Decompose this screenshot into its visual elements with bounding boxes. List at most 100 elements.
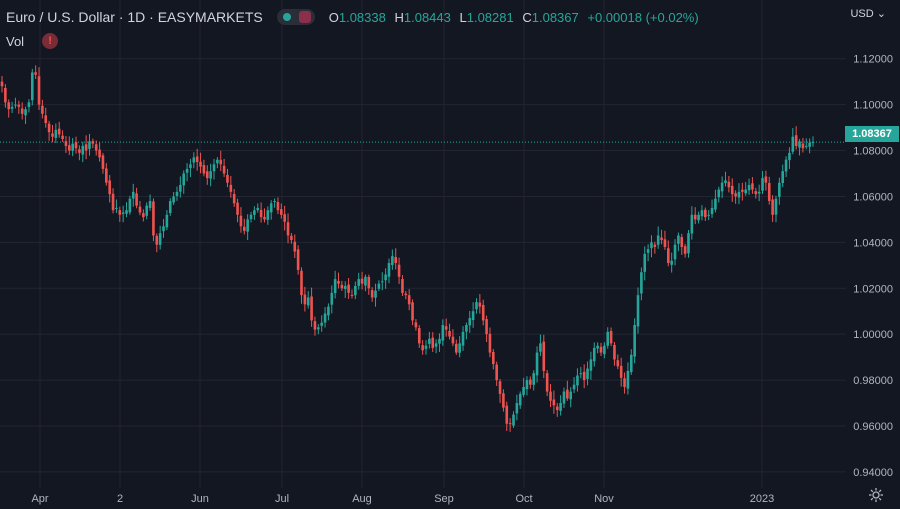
candle <box>34 65 37 79</box>
open-value: 1.08338 <box>338 9 386 25</box>
candle-body <box>741 189 744 192</box>
close-value: 1.08367 <box>531 9 579 25</box>
price-tick-label: 1.02000 <box>853 283 893 295</box>
candle <box>586 361 589 386</box>
price-axis[interactable]: 1.12000 1.10000 1.08000 1.06000 1.04000 1.020… <box>853 54 893 479</box>
candle-body <box>290 235 293 241</box>
candle-body <box>606 331 610 346</box>
candle <box>599 342 603 356</box>
candle-body <box>88 141 91 149</box>
candle-body <box>14 104 17 106</box>
candle-body <box>737 191 741 198</box>
warning-icon[interactable]: ! <box>42 33 59 49</box>
candle <box>747 178 751 195</box>
currency-selector[interactable]: USD ⌄ <box>850 7 886 20</box>
eye-icon[interactable] <box>298 11 311 23</box>
candle <box>121 205 125 223</box>
candle-body <box>704 209 707 218</box>
high-value: 1.08443 <box>403 9 451 25</box>
volume-legend[interactable]: Vol ! <box>6 33 59 49</box>
candle <box>505 401 509 431</box>
candle <box>276 197 280 215</box>
candle-body <box>778 182 781 197</box>
close-key: C <box>522 9 532 25</box>
candle <box>360 271 364 290</box>
candle <box>640 267 643 301</box>
candle-body <box>488 333 492 353</box>
candle-body <box>626 370 630 389</box>
candle <box>192 152 196 169</box>
candle <box>246 214 249 241</box>
candle <box>54 123 58 144</box>
candle <box>158 225 162 250</box>
visibility-toggle[interactable] <box>276 9 315 25</box>
candle <box>236 198 239 223</box>
candle-body <box>364 276 367 286</box>
candle <box>20 102 24 120</box>
candle <box>397 257 401 284</box>
candle-body <box>599 346 603 353</box>
candle-body <box>105 168 108 183</box>
candle-body <box>596 345 599 349</box>
gear-icon[interactable] <box>868 487 884 503</box>
candle <box>569 387 573 408</box>
candle <box>481 299 485 326</box>
candle <box>387 258 391 284</box>
candle <box>296 245 300 275</box>
time-tick-label: Aug <box>352 493 372 505</box>
candle <box>377 280 381 292</box>
price-tick-label: 1.04000 <box>853 237 893 249</box>
candle-body <box>155 235 159 245</box>
candle-body <box>323 313 327 323</box>
candle-body <box>609 331 613 344</box>
candle <box>323 307 327 328</box>
symbol-title[interactable]: Euro / U.S. Dollar · 1D · EASYMARKETS <box>6 9 263 25</box>
candle-body <box>337 280 340 284</box>
candle-body <box>552 399 556 406</box>
candle-body <box>454 343 458 353</box>
candle-body <box>784 159 788 172</box>
candle-body <box>562 391 566 404</box>
candle <box>404 290 408 300</box>
candle-body <box>529 379 532 385</box>
time-axis[interactable]: Apr 2 Jun Jul Aug Sep Oct Nov 2023 <box>31 493 774 505</box>
candle <box>333 270 337 299</box>
candle-body <box>327 306 330 316</box>
candles <box>0 65 815 432</box>
candle-body <box>804 145 808 147</box>
candle <box>343 281 347 298</box>
candle <box>370 287 374 302</box>
candle <box>636 287 640 334</box>
candle <box>542 334 546 379</box>
candle-body <box>680 237 684 247</box>
candle-body <box>532 373 535 385</box>
candle <box>431 332 435 352</box>
candle-body <box>374 290 377 298</box>
candle-body <box>333 279 337 294</box>
time-tick-label: Jul <box>275 493 289 505</box>
candle-body <box>47 123 51 133</box>
candle <box>340 280 344 291</box>
candle-body <box>216 159 219 164</box>
candle-body <box>232 193 236 204</box>
candle-body <box>131 191 135 199</box>
candle-body <box>118 210 122 215</box>
candle <box>219 150 223 172</box>
candle-body <box>673 244 677 260</box>
candle <box>394 248 398 270</box>
candle-body <box>54 129 58 138</box>
candle-body <box>451 336 455 344</box>
candle <box>522 377 525 398</box>
candle <box>380 272 384 291</box>
candle <box>448 323 451 340</box>
candle-body <box>714 198 717 210</box>
candle <box>88 133 91 156</box>
candle <box>263 208 266 223</box>
candle <box>226 168 229 188</box>
candle-body <box>175 191 179 196</box>
candle-body <box>690 214 694 234</box>
candle-body <box>313 321 317 330</box>
candle-body <box>138 206 142 213</box>
candle-body <box>380 281 384 283</box>
